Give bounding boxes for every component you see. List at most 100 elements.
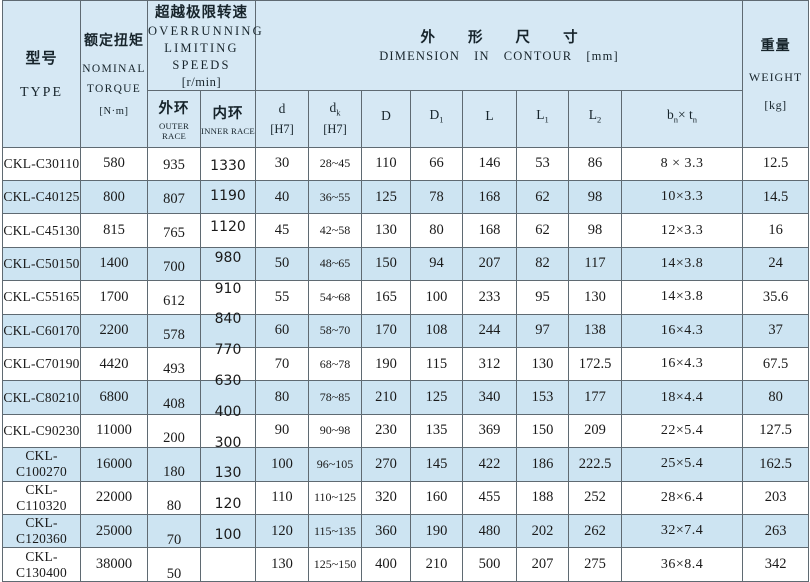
cell-nominal-torque: 38000 [80, 547, 148, 582]
cell-d: 45 [255, 213, 309, 248]
cell-keyway-bt: 18×4.4 [620, 380, 744, 415]
cell-L2: 117 [568, 246, 622, 282]
cell-D1: 115 [410, 346, 463, 382]
cell-type: CKL-C80210 [2, 380, 81, 415]
cell-L2: 98 [568, 213, 622, 248]
cell-nominal-torque: 1400 [80, 246, 148, 282]
cell-L1: 153 [516, 380, 569, 415]
header-weight-en: WEIGHT [748, 69, 803, 84]
header-symbol-L2: L2 [568, 89, 622, 148]
cell-D1: 135 [410, 413, 463, 449]
cell-D: 170 [361, 313, 411, 348]
header-dimension-cn: 外 形 尺 寸 [420, 30, 592, 47]
cell-outer-race-speed: 200 [147, 413, 201, 449]
cell-d: 120 [255, 513, 309, 549]
cell-keyway-bt: 32×7.4 [620, 513, 744, 549]
cell-inner-race-speed: 770 [200, 343, 256, 382]
cell-d: 55 [255, 280, 309, 315]
cell-L1: 62 [516, 180, 569, 215]
header-sym-L: L [485, 108, 494, 124]
cell-D: 150 [361, 246, 411, 282]
cell-dk: 48~65 [308, 246, 362, 282]
cell-inner-race-speed: 120 [200, 497, 256, 549]
cell-L: 480 [462, 513, 517, 549]
cell-keyway-bt: 22×5.4 [620, 413, 744, 449]
cell-dk: 115~135 [308, 513, 362, 549]
cell-keyway-bt: 28×6.4 [620, 480, 744, 515]
table-row: CKL-C100270 16000 180 300 100 96~105 270 145 422… [2, 436, 810, 482]
cell-keyway-bt: 25×5.4 [620, 447, 744, 482]
header-symbol-L: L [462, 89, 517, 148]
cell-D1: 160 [410, 480, 463, 515]
cell-L1: 207 [516, 547, 569, 582]
cell-L: 312 [462, 346, 517, 382]
cell-D: 110 [361, 146, 411, 182]
cell-D: 190 [361, 346, 411, 382]
cell-D1: 145 [410, 447, 463, 482]
cell-L: 500 [462, 547, 517, 582]
cell-L: 422 [462, 447, 517, 482]
header-sym-bt: bn× tn [622, 107, 742, 125]
header-torque-unit: [N·m] [99, 106, 129, 118]
cell-L: 168 [462, 180, 517, 215]
header-sym-dk-sub: k [336, 107, 341, 118]
cell-L2: 252 [568, 480, 622, 515]
cell-L: 244 [462, 313, 517, 348]
header-row-1: 型号 TYPE 额定扭矩 NOMINAL TORQUE [N·m] 超越极限转速… [2, 0, 810, 148]
header-inner-race-cn: 内环 [212, 105, 244, 122]
cell-L1: 130 [516, 346, 569, 382]
cell-dk: 110~125 [308, 480, 362, 515]
header-dimension-en2: IN [474, 49, 490, 64]
cell-weight: 35.6 [742, 280, 810, 315]
cell-D: 230 [361, 413, 411, 449]
header-dimension-en3: CONTOUR [503, 49, 573, 64]
cell-weight: 67.5 [742, 346, 810, 382]
header-sym-dk-base: d [329, 99, 337, 115]
header-dimension-in-contour: 外 形 尺 寸 DIMENSION IN CONTOUR [mm] [254, 0, 744, 91]
cell-weight: 16 [742, 213, 810, 248]
cell-keyway-bt: 10×3.3 [620, 180, 744, 215]
cell-d: 70 [255, 346, 309, 382]
cell-keyway-bt: 16×4.3 [620, 346, 744, 382]
cell-L1: 53 [516, 146, 569, 182]
cell-d: 60 [255, 313, 309, 348]
cell-keyway-bt: 8 × 3.3 [620, 146, 744, 182]
cell-outer-race-speed: 935 [147, 146, 201, 182]
cell-L2: 130 [568, 280, 622, 315]
cell-type: CKL-C130400 [2, 547, 81, 582]
cell-L1: 82 [516, 246, 569, 282]
cell-dk: 90~98 [308, 413, 362, 449]
header-type: 型号 TYPE [2, 0, 81, 148]
table-header: 型号 TYPE 额定扭矩 NOMINAL TORQUE [N·m] 超越极限转速… [2, 0, 810, 148]
header-sym-bt-sub2: n [692, 114, 698, 125]
cell-D1: 190 [410, 513, 463, 549]
cell-outer-race-speed: 50 [147, 547, 201, 582]
cell-L2: 138 [568, 313, 622, 348]
header-type-en: TYPE [20, 84, 63, 100]
cell-D1: 94 [410, 246, 463, 282]
cell-L1: 97 [516, 313, 569, 348]
cell-outer-race-speed: 493 [147, 346, 201, 382]
table-row: CKL-C50150 1400 700 980 50 48~65 150 94 207 82 117… [2, 246, 810, 282]
header-speed-unit: [r/min] [181, 74, 222, 89]
cell-L: 233 [462, 280, 517, 315]
header-weight-unit: [kg] [764, 97, 787, 112]
cell-inner-race-speed: 1330 [200, 146, 256, 182]
table-row: CKL-C70190 4420 493 770 70 68~78 190 115 312 130 1… [2, 343, 810, 382]
cell-inner-race-speed: 980 [200, 246, 256, 282]
cell-dk: 28~45 [308, 146, 362, 182]
header-dimension-en: DIMENSION IN CONTOUR [mm] [256, 49, 742, 64]
cell-outer-race-speed: 578 [147, 313, 201, 348]
cell-keyway-bt: 14×3.8 [620, 280, 744, 315]
header-outer-race: 外环 OUTER RACE [147, 89, 201, 148]
cell-nominal-torque: 25000 [80, 513, 148, 549]
header-sym-dk: dk [309, 100, 361, 118]
cell-D: 270 [361, 447, 411, 482]
cell-d: 30 [255, 146, 309, 182]
header-sym-bt-base: b [667, 107, 674, 123]
cell-L2: 177 [568, 380, 622, 415]
cell-type: CKL-C90230 [2, 413, 81, 449]
header-sym-dk-fit: [H7] [323, 122, 347, 137]
header-sym-D1-base: D [429, 107, 440, 123]
